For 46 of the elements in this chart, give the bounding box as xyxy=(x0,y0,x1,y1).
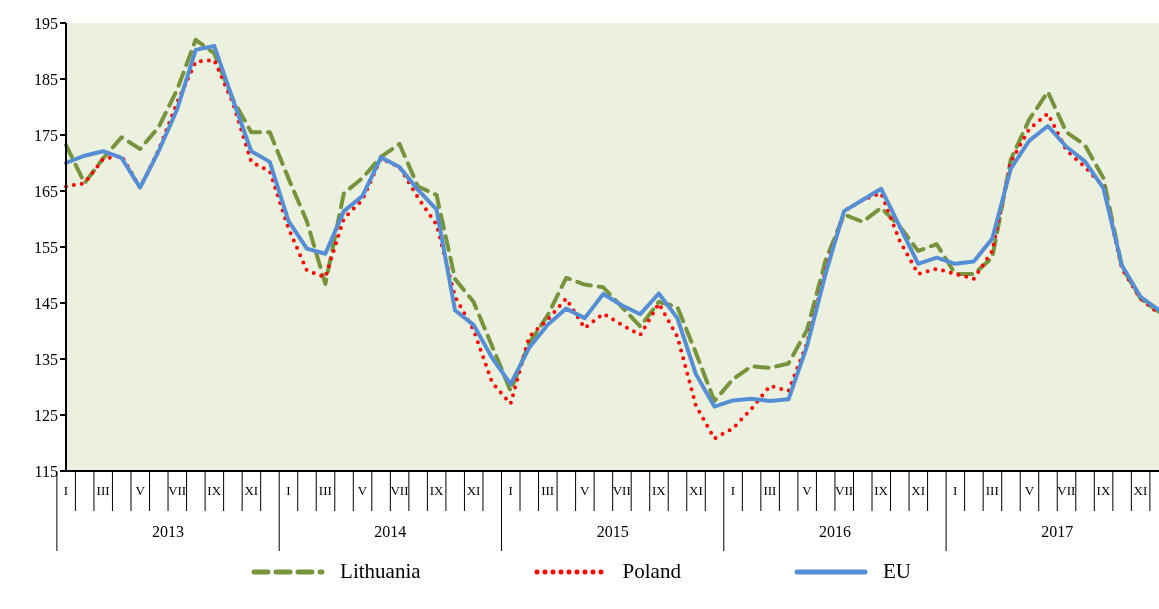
x-tick-label: V xyxy=(357,483,368,498)
x-tick-label: XI xyxy=(244,483,259,498)
y-tick-label: 135 xyxy=(34,350,58,368)
x-tick-label: III xyxy=(318,483,332,498)
x-tick-label: IX xyxy=(1096,483,1111,498)
x-tick-label: V xyxy=(580,483,591,498)
legend-label: Lithuania xyxy=(340,559,421,584)
y-tick-label: 125 xyxy=(34,406,58,424)
text: 2013 xyxy=(152,523,185,540)
text: 2016 xyxy=(818,523,851,540)
x-tick-label: VII xyxy=(835,483,854,498)
x-tick-label: IX xyxy=(651,483,667,498)
x-tick-label: III xyxy=(763,483,777,498)
x-tick-label: I xyxy=(508,483,513,498)
legend-label: Poland xyxy=(622,559,681,584)
x-tick-label: XI xyxy=(1133,483,1148,498)
x-tick-label: I xyxy=(63,483,69,498)
x-tick-label: III xyxy=(985,483,999,498)
y-tick-label: 185 xyxy=(34,70,58,88)
y-tick-label: 145 xyxy=(34,294,58,312)
x-tick-label: I xyxy=(286,483,291,498)
x-tick-label: XI xyxy=(466,483,481,498)
x-tick-label: V xyxy=(1024,483,1035,498)
x-tick-label: VII xyxy=(390,483,409,498)
text: 2015 xyxy=(596,523,629,540)
x-tick-label: V xyxy=(802,483,813,498)
text: 2014 xyxy=(374,523,407,540)
x-tick-label: III xyxy=(96,483,110,498)
x-tick-label: VII xyxy=(168,483,187,498)
x-tick-label: I xyxy=(730,483,736,498)
x-tick-label: IX xyxy=(874,483,889,498)
y-tick-label: 165 xyxy=(34,182,58,200)
y-tick-label: 115 xyxy=(34,462,58,480)
y-tick-label: 175 xyxy=(34,126,58,144)
x-tick-label: III xyxy=(541,483,555,498)
x-tick-label: V xyxy=(135,483,146,498)
x-tick-label: I xyxy=(953,483,958,498)
legend-label: EU xyxy=(882,559,911,584)
text: 2017 xyxy=(1041,523,1074,540)
y-tick-label: 155 xyxy=(34,238,58,256)
x-tick-label: IX xyxy=(207,483,222,498)
x-tick-label: IX xyxy=(429,483,444,498)
x-tick-label: XI xyxy=(689,483,703,498)
y-tick-label: 195 xyxy=(34,14,58,32)
x-tick-label: VII xyxy=(612,483,631,498)
x-tick-label: XI xyxy=(911,483,926,498)
